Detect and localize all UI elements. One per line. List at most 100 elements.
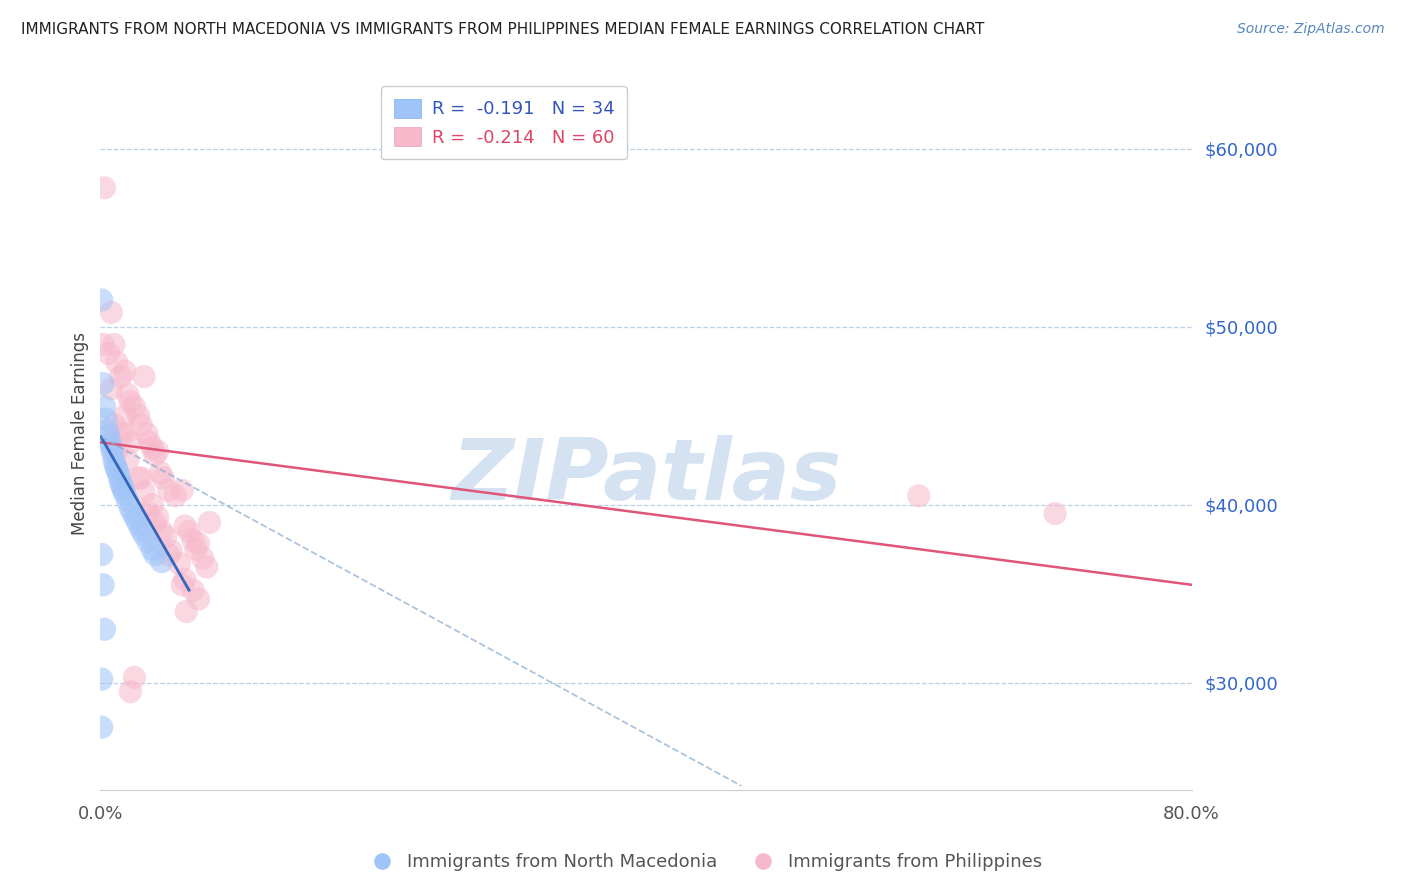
Point xyxy=(100,441,122,455)
Point xyxy=(141,498,163,512)
Point xyxy=(172,578,194,592)
Point xyxy=(120,394,142,409)
Point xyxy=(91,578,114,592)
Point xyxy=(157,548,180,562)
Point xyxy=(136,535,159,549)
Point xyxy=(129,417,152,432)
Point xyxy=(191,551,214,566)
Point xyxy=(143,516,166,530)
Point xyxy=(94,412,117,426)
Point xyxy=(132,369,155,384)
Point xyxy=(143,548,166,562)
Point xyxy=(135,426,157,441)
Point xyxy=(117,387,139,401)
Point xyxy=(91,337,114,351)
Point xyxy=(152,471,174,485)
Point xyxy=(93,622,115,636)
Point xyxy=(100,305,122,319)
Point xyxy=(110,476,132,491)
Point xyxy=(128,409,150,423)
Point xyxy=(141,441,163,455)
Point xyxy=(114,409,136,423)
Legend: Immigrants from North Macedonia, Immigrants from Philippines: Immigrants from North Macedonia, Immigra… xyxy=(357,847,1049,879)
Point xyxy=(110,369,132,384)
Point xyxy=(177,524,200,539)
Point xyxy=(160,544,183,558)
Point xyxy=(108,471,131,485)
Point xyxy=(107,466,129,480)
Point xyxy=(174,519,197,533)
Point xyxy=(114,426,136,441)
Point xyxy=(150,555,173,569)
Y-axis label: Median Female Earnings: Median Female Earnings xyxy=(72,332,89,535)
Point xyxy=(124,400,146,414)
Point xyxy=(93,400,115,414)
Point xyxy=(129,471,152,485)
Point xyxy=(181,583,204,598)
Point xyxy=(187,537,209,551)
Point xyxy=(146,510,169,524)
Point xyxy=(90,720,112,734)
Point xyxy=(105,444,128,458)
Point xyxy=(93,181,115,195)
Point xyxy=(100,382,122,396)
Point xyxy=(96,423,118,437)
Point xyxy=(97,346,120,360)
Point xyxy=(101,446,124,460)
Point xyxy=(150,524,173,539)
Point xyxy=(120,684,142,698)
Legend: R =  -0.191   N = 34, R =  -0.214   N = 60: R = -0.191 N = 34, R = -0.214 N = 60 xyxy=(381,87,627,160)
Point xyxy=(143,448,166,462)
Point xyxy=(97,428,120,442)
Point xyxy=(110,426,132,441)
Point xyxy=(138,435,160,450)
Point xyxy=(195,560,218,574)
Point xyxy=(90,293,112,307)
Point xyxy=(90,548,112,562)
Point xyxy=(128,471,150,485)
Point xyxy=(91,376,114,391)
Point xyxy=(105,355,128,369)
Point xyxy=(128,517,150,532)
Point xyxy=(90,672,112,686)
Point xyxy=(132,528,155,542)
Point xyxy=(103,337,125,351)
Point xyxy=(103,417,125,432)
Point xyxy=(117,453,139,467)
Point xyxy=(155,530,177,544)
Point xyxy=(174,573,197,587)
Point xyxy=(165,489,187,503)
Point xyxy=(114,364,136,378)
Point xyxy=(132,485,155,500)
Point xyxy=(141,542,163,557)
Point xyxy=(117,494,139,508)
Point xyxy=(157,483,180,498)
Point xyxy=(136,507,159,521)
Point xyxy=(114,487,136,501)
Point xyxy=(146,444,169,458)
Point xyxy=(174,605,197,619)
Point xyxy=(124,670,146,684)
Point xyxy=(184,542,207,557)
Point xyxy=(907,489,929,503)
Point xyxy=(125,512,148,526)
Point xyxy=(120,501,142,516)
Point xyxy=(103,453,125,467)
Point xyxy=(104,458,127,473)
Point xyxy=(187,592,209,607)
Text: Source: ZipAtlas.com: Source: ZipAtlas.com xyxy=(1237,22,1385,37)
Point xyxy=(129,523,152,537)
Point xyxy=(105,462,128,476)
Text: IMMIGRANTS FROM NORTH MACEDONIA VS IMMIGRANTS FROM PHILIPPINES MEDIAN FEMALE EAR: IMMIGRANTS FROM NORTH MACEDONIA VS IMMIG… xyxy=(21,22,984,37)
Point xyxy=(111,480,134,494)
Point xyxy=(122,507,145,521)
Point xyxy=(181,533,204,548)
Text: ZIPatlas: ZIPatlas xyxy=(451,434,841,517)
Point xyxy=(149,466,172,480)
Point xyxy=(172,483,194,498)
Point xyxy=(112,483,135,498)
Point xyxy=(1043,507,1066,521)
Point xyxy=(169,557,191,571)
Point xyxy=(198,516,221,530)
Point xyxy=(98,435,121,450)
